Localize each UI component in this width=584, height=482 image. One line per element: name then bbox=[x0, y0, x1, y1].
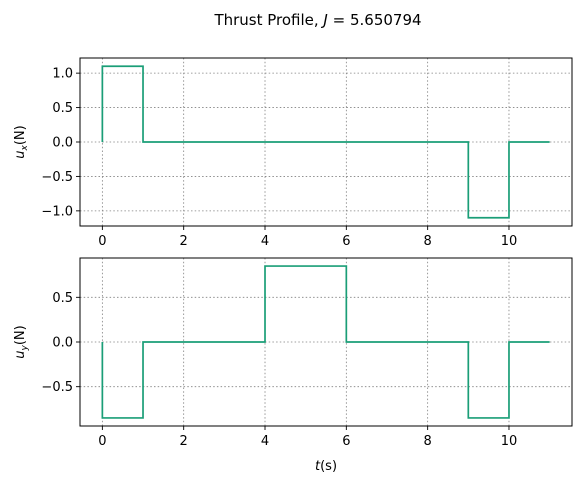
uy-xtick-label-1: 2 bbox=[180, 434, 188, 449]
ux-series-line-0 bbox=[101, 65, 550, 219]
uy-ytick-label-2: 0.5 bbox=[52, 291, 73, 306]
ux-ytick-label-4: 1.0 bbox=[52, 67, 73, 82]
ux-xtick-label-2: 4 bbox=[261, 234, 269, 249]
ux-ytick-label-2: 0.0 bbox=[52, 136, 73, 151]
uy-series-line-0 bbox=[101, 265, 550, 419]
uy-series bbox=[101, 265, 550, 419]
ux-xtick-label-3: 6 bbox=[342, 234, 350, 249]
ux-ytick-label-0: −1.0 bbox=[41, 204, 73, 219]
ux-ytick-label-1: −0.5 bbox=[41, 170, 73, 185]
uy-ytick-label-0: −0.5 bbox=[41, 380, 73, 395]
ux-series bbox=[101, 65, 550, 219]
uy-xtick-label-0: 0 bbox=[98, 434, 106, 449]
ux-subplot: 0 2 4 6 8 10 −1.0 −0.5 0.0 0.5 1.0 ux(N) bbox=[13, 57, 573, 249]
uy-xtick-label-4: 8 bbox=[424, 434, 432, 449]
uy-subplot: 0 2 4 6 8 10 −0.5 0.0 0.5 uy(N) t(s) bbox=[13, 257, 573, 474]
uy-xtick-label-5: 10 bbox=[501, 434, 518, 449]
ux-ytick-label-3: 0.5 bbox=[52, 101, 73, 116]
ux-xtick-label-1: 2 bbox=[180, 234, 188, 249]
figure-suptitle: Thrust Profile, J = 5.650794 bbox=[213, 11, 421, 29]
ux-ticks: 0 2 4 6 8 10 −1.0 −0.5 0.0 0.5 1.0 bbox=[41, 67, 517, 249]
uy-ytick-label-1: 0.0 bbox=[52, 336, 73, 351]
uy-xtick-label-3: 6 bbox=[342, 434, 350, 449]
ux-xtick-label-4: 8 bbox=[424, 234, 432, 249]
ux-ylabel: ux(N) bbox=[13, 125, 30, 158]
uy-xtick-label-2: 4 bbox=[261, 434, 269, 449]
uy-ticks: 0 2 4 6 8 10 −0.5 0.0 0.5 bbox=[41, 291, 517, 449]
ux-xtick-label-5: 10 bbox=[501, 234, 518, 249]
ux-xtick-label-0: 0 bbox=[98, 234, 106, 249]
uy-ylabel: uy(N) bbox=[13, 325, 30, 358]
uy-xlabel: t(s) bbox=[315, 459, 337, 474]
